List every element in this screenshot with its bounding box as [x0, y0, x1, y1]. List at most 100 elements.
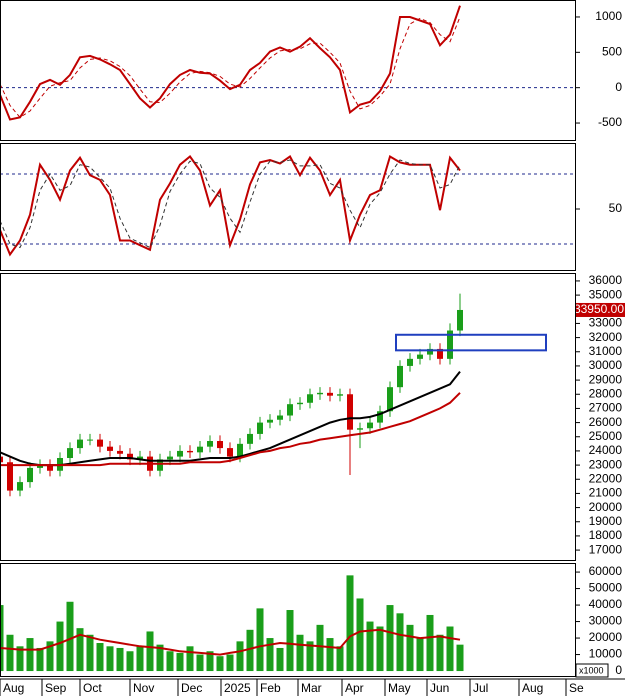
y-tick-label: 20000: [589, 500, 623, 514]
line-series: [0, 154, 461, 257]
x-tick-label: Feb: [260, 681, 281, 695]
candle-body: [377, 411, 383, 423]
zone-box: [395, 333, 547, 352]
candle-body: [27, 467, 33, 483]
y-tick-label: 30000: [589, 358, 623, 372]
line-series: [0, 370, 461, 467]
volume-bar: [166, 651, 174, 672]
volume-bar: [36, 647, 44, 672]
candle-body: [207, 441, 213, 447]
candle-body: [17, 482, 23, 491]
candle-body: [97, 439, 103, 447]
y-tick-label: 0: [615, 663, 622, 677]
y-tick-label: 27000: [589, 401, 623, 415]
candle-body: [217, 441, 223, 449]
candle-body: [137, 456, 143, 460]
x-tick-label: Se: [569, 681, 584, 695]
volume-bar: [46, 641, 54, 672]
candle-body: [157, 459, 163, 471]
volume-bar: [186, 646, 194, 672]
candle-body: [417, 354, 423, 359]
y-tick-label: 30000: [589, 614, 623, 628]
y-tick-label: 21000: [589, 486, 623, 500]
volume-bar: [146, 631, 154, 672]
candle-body: [437, 348, 443, 359]
y-tick-label: 35000: [589, 287, 623, 301]
candle-body: [197, 446, 203, 453]
y-tick-label: 20000: [589, 630, 623, 644]
candle-body: [357, 428, 363, 430]
volume-bar: [116, 647, 124, 672]
candle-body: [127, 453, 133, 460]
volume-bar: [0, 605, 4, 672]
candle-body: [7, 462, 13, 491]
y-tick-label: 19000: [589, 514, 623, 528]
volume-bar: [106, 646, 114, 672]
volume-bar: [266, 638, 274, 672]
volume-bar: [86, 634, 94, 672]
last-price-label: 33950.00: [574, 302, 624, 316]
y-tick-label: -500: [598, 115, 622, 129]
candle-body: [47, 465, 53, 471]
y-tick-label: 500: [602, 44, 622, 58]
y-tick-label: 18000: [589, 528, 623, 542]
y-tick-label: 0: [615, 80, 622, 94]
candle-body: [337, 394, 343, 396]
candle-body: [117, 450, 123, 454]
y-tick-label: 17000: [589, 542, 623, 556]
volume-bar: [176, 652, 184, 672]
candle-body: [397, 365, 403, 388]
x-tick-label: Jul: [473, 681, 488, 695]
y-tick-label: 10000: [589, 647, 623, 661]
volume-bar: [16, 646, 24, 672]
y-tick-label: 22000: [589, 471, 623, 485]
panel-frame: [0, 143, 576, 271]
candle-body: [267, 419, 273, 423]
candle-body: [237, 443, 243, 457]
x-tick-label: Sep: [45, 681, 67, 695]
volume-bar: [356, 598, 364, 672]
candle-body: [107, 446, 113, 451]
unit-label: x1000: [579, 665, 604, 675]
y-tick-label: 29000: [589, 372, 623, 386]
candle-body: [87, 439, 93, 441]
volume-bar: [76, 628, 84, 672]
candle-body: [67, 448, 73, 459]
volume-bar: [326, 638, 334, 672]
line-series: [0, 628, 461, 656]
volume-bar: [426, 614, 434, 672]
x-tick-label: Mar: [301, 681, 322, 695]
y-tick-label: 36000: [589, 273, 623, 287]
candle-body: [77, 439, 83, 449]
y-tick-label: 31000: [589, 344, 623, 358]
x-tick-label: Apr: [345, 681, 364, 695]
volume-bar: [256, 608, 264, 672]
y-tick-label: 32000: [589, 330, 623, 344]
panel-frame: [0, 563, 576, 677]
volume-bar: [236, 641, 244, 672]
candle-body: [387, 387, 393, 412]
y-tick-label: 40000: [589, 597, 623, 611]
candle-body: [227, 448, 233, 457]
volume-bar: [296, 634, 304, 672]
line-series: [0, 5, 461, 121]
candle-body: [457, 309, 463, 331]
y-tick-label: 1000: [595, 9, 622, 23]
candle-body: [0, 456, 3, 463]
candle-body: [327, 392, 333, 396]
panel: [0, 293, 547, 497]
volume-bar: [376, 626, 384, 672]
y-tick-label: 24000: [589, 443, 623, 457]
volume-bar: [136, 646, 144, 672]
y-tick-label: 33000: [589, 316, 623, 330]
candle-body: [287, 404, 293, 416]
y-tick-label: 50000: [589, 581, 623, 595]
candle-body: [347, 394, 353, 430]
x-tick-label: Aug: [522, 681, 543, 695]
volume-bar: [206, 651, 214, 672]
volume-bar: [196, 654, 204, 672]
x-tick-label: Oct: [83, 681, 102, 695]
y-tick-label: 26000: [589, 415, 623, 429]
y-tick-label: 28000: [589, 386, 623, 400]
volume-bar: [66, 601, 74, 672]
